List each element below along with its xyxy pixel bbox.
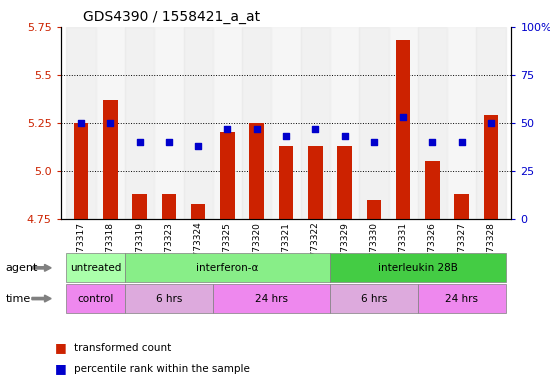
Bar [125, 27, 154, 219]
Bar [359, 27, 388, 219]
Bar [330, 27, 359, 219]
Bar [337, 146, 352, 219]
Bar [279, 146, 293, 219]
Bar [67, 27, 96, 219]
Point [370, 139, 378, 145]
Bar [154, 27, 184, 219]
Bar [476, 27, 505, 219]
Text: 6 hrs: 6 hrs [361, 293, 387, 304]
Text: time: time [6, 293, 31, 304]
Point [135, 139, 144, 145]
Point [428, 139, 437, 145]
Bar [418, 27, 447, 219]
Bar [242, 27, 271, 219]
Point [282, 133, 290, 139]
Point [340, 133, 349, 139]
Text: 24 hrs: 24 hrs [445, 293, 478, 304]
Text: 24 hrs: 24 hrs [255, 293, 288, 304]
Text: GDS4390 / 1558421_a_at: GDS4390 / 1558421_a_at [83, 10, 260, 25]
Bar [425, 161, 440, 219]
Bar [301, 27, 330, 219]
Point [164, 139, 173, 145]
Bar [220, 132, 235, 219]
Point [487, 120, 496, 126]
Text: percentile rank within the sample: percentile rank within the sample [74, 364, 250, 374]
Text: control: control [78, 293, 114, 304]
Bar [74, 123, 89, 219]
Point [194, 143, 202, 149]
Text: untreated: untreated [70, 263, 122, 273]
Point [76, 120, 85, 126]
Bar [308, 146, 323, 219]
Point [311, 126, 320, 132]
Bar [103, 100, 118, 219]
Point [399, 114, 408, 120]
Bar [447, 27, 476, 219]
Bar [132, 194, 147, 219]
Bar [366, 200, 381, 219]
Bar [388, 27, 418, 219]
Bar [454, 194, 469, 219]
Bar [249, 123, 264, 219]
Text: ■: ■ [55, 362, 67, 375]
Text: transformed count: transformed count [74, 343, 172, 353]
Bar [396, 40, 410, 219]
Point [106, 120, 115, 126]
Point [457, 139, 466, 145]
Point [252, 126, 261, 132]
Text: agent: agent [6, 263, 38, 273]
Bar [213, 27, 242, 219]
Bar [184, 27, 213, 219]
Point [223, 126, 232, 132]
Bar [483, 115, 498, 219]
Bar [271, 27, 301, 219]
Text: 6 hrs: 6 hrs [156, 293, 182, 304]
Text: interferon-α: interferon-α [196, 263, 258, 273]
Text: interleukin 28B: interleukin 28B [378, 263, 458, 273]
Bar [162, 194, 176, 219]
Bar [96, 27, 125, 219]
Text: ■: ■ [55, 341, 67, 354]
Bar [191, 204, 206, 219]
